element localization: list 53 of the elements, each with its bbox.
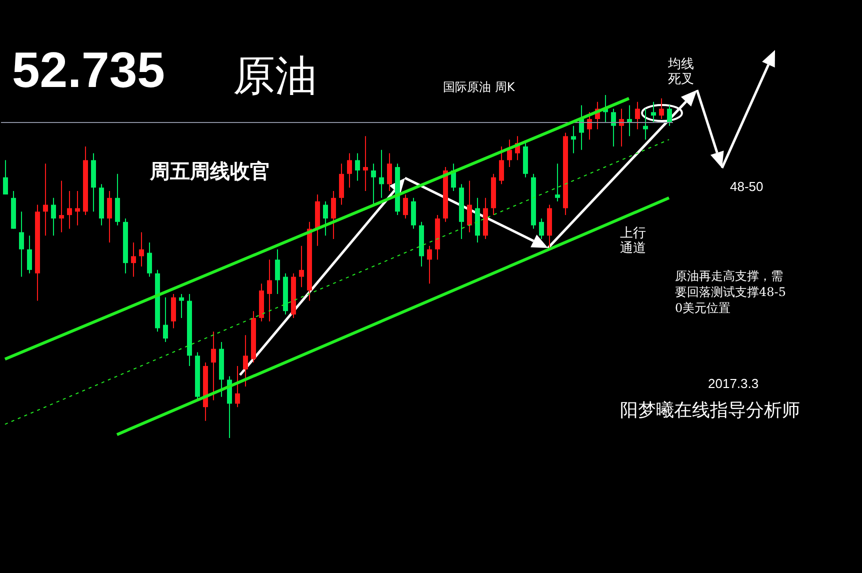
candlestick	[507, 139, 512, 168]
text: 2017.3.3	[708, 376, 759, 392]
candlestick	[635, 101, 640, 130]
text: 均线死叉	[668, 57, 695, 88]
candlestick	[179, 293, 184, 318]
candlestick	[107, 190, 112, 243]
candlestick	[427, 245, 432, 284]
text: 原油再走高支撑，需要回落测试支撑48-50美元位置	[675, 268, 787, 316]
candlestick	[27, 235, 32, 274]
candlestick	[131, 242, 136, 278]
candlestick	[211, 331, 216, 401]
candlestick	[19, 211, 24, 278]
candlestick	[331, 190, 336, 240]
chart-title: 原油	[233, 50, 317, 102]
annotation: 52.735	[12, 42, 165, 100]
candlestick	[235, 365, 240, 408]
candlestick	[323, 200, 328, 236]
candlestick	[147, 242, 152, 278]
annotation: 阳梦曦在线指导分析师	[620, 400, 800, 422]
candlestick	[275, 248, 280, 294]
candlestick	[299, 245, 304, 288]
candlestick	[59, 180, 64, 233]
candlestick	[403, 194, 408, 219]
candlestick	[571, 125, 576, 154]
annotation: 上行通道	[620, 226, 647, 257]
candlestick	[43, 163, 48, 236]
candlestick	[67, 190, 72, 230]
candlestick	[139, 232, 144, 267]
candlestick	[499, 146, 504, 185]
candlestick	[371, 163, 376, 206]
candlestick	[611, 108, 616, 147]
candlestick	[539, 218, 544, 240]
candlestick	[347, 152, 352, 188]
candlestick	[555, 163, 560, 202]
annotation: 周五周线收官	[150, 159, 270, 183]
candlestick	[667, 104, 672, 126]
candlestick	[387, 152, 392, 192]
chart-subtitle: 国际原油 周K	[443, 79, 515, 96]
candlestick	[163, 296, 168, 342]
candlestick	[651, 101, 656, 123]
candlestick	[467, 180, 472, 233]
candlestick	[379, 149, 384, 198]
candlestick	[587, 112, 592, 140]
text: 48-50	[730, 179, 764, 195]
candlestick	[659, 98, 664, 120]
candlestick	[3, 160, 8, 195]
candlestick	[51, 197, 56, 236]
candlestick	[363, 136, 368, 192]
candlestick	[643, 108, 648, 140]
candlestick	[75, 190, 80, 226]
candlestick	[243, 334, 248, 388]
candlestick	[267, 259, 272, 322]
candlestick	[355, 152, 360, 182]
